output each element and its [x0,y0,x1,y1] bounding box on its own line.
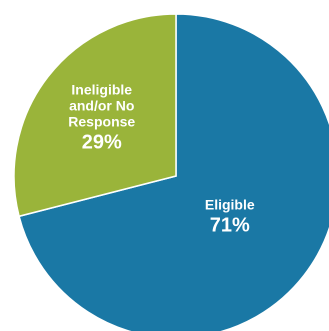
pie-slices [13,13,329,331]
slice-name-line: Eligible [205,197,255,213]
slice-name-line: Ineligible [71,81,132,97]
slice-percent-label: 29% [82,131,122,153]
slice-label-eligible: Eligible 71% [205,197,255,237]
slice-percent-label: 71% [210,215,250,237]
pie-slice-eligible [18,13,329,331]
slice-name-line: Response [68,113,135,129]
pie-slice-ineligible-and-or-no-response [13,13,177,218]
slice-name-line: and/or No [69,97,134,113]
